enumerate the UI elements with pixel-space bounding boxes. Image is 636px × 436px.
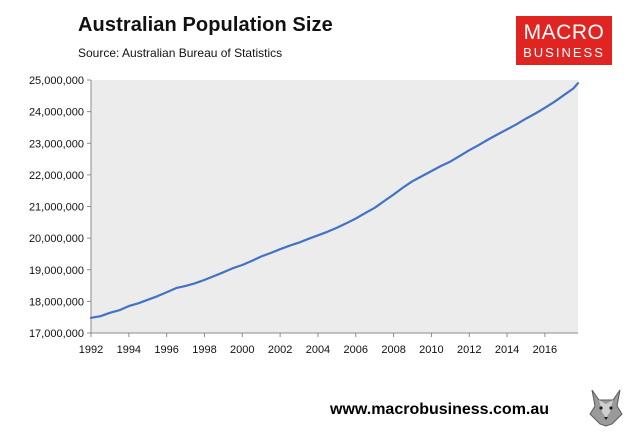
x-tick-label: 2006 <box>344 344 368 356</box>
x-tick-label: 2010 <box>419 344 443 356</box>
x-tick-label: 2000 <box>230 344 254 356</box>
y-tick-label: 23,000,000 <box>29 138 84 150</box>
wolf-icon <box>586 384 626 428</box>
chart-source: Source: Australian Bureau of Statistics <box>78 46 283 60</box>
x-tick-label: 2004 <box>306 344 330 356</box>
brand-logo: MACRO BUSINESS <box>516 16 612 65</box>
x-tick-label: 2014 <box>495 344 519 356</box>
x-tick-label: 2012 <box>457 344 481 356</box>
x-tick-label: 1998 <box>192 344 216 356</box>
y-tick-label: 20,000,000 <box>29 233 84 245</box>
website-url: www.macrobusiness.com.au <box>330 401 550 418</box>
y-tick-label: 18,000,000 <box>29 296 84 308</box>
logo-line-2: BUSINESS <box>523 45 605 60</box>
plot-area <box>91 80 578 333</box>
y-tick-label: 24,000,000 <box>29 107 84 119</box>
y-tick-label: 19,000,000 <box>29 265 84 277</box>
x-tick-label: 2008 <box>381 344 405 356</box>
logo-line-1: MACRO <box>523 21 605 44</box>
chart-title: Australian Population Size <box>78 14 333 36</box>
x-tick-label: 2016 <box>533 344 557 356</box>
y-tick-label: 21,000,000 <box>29 202 84 214</box>
population-series-line <box>89 82 580 319</box>
y-tick-label: 17,000,000 <box>29 328 84 340</box>
line-chart: 17,000,000 18,000,000 19,000,000 20,000,000… <box>29 75 580 356</box>
x-tick-label: 1992 <box>79 344 103 356</box>
x-tick-label: 1996 <box>154 344 178 356</box>
y-tick-label: 25,000,000 <box>29 75 84 87</box>
x-tick-label: 2002 <box>268 344 292 356</box>
y-tick-label: 22,000,000 <box>29 170 84 182</box>
x-tick-label: 1994 <box>117 344 141 356</box>
